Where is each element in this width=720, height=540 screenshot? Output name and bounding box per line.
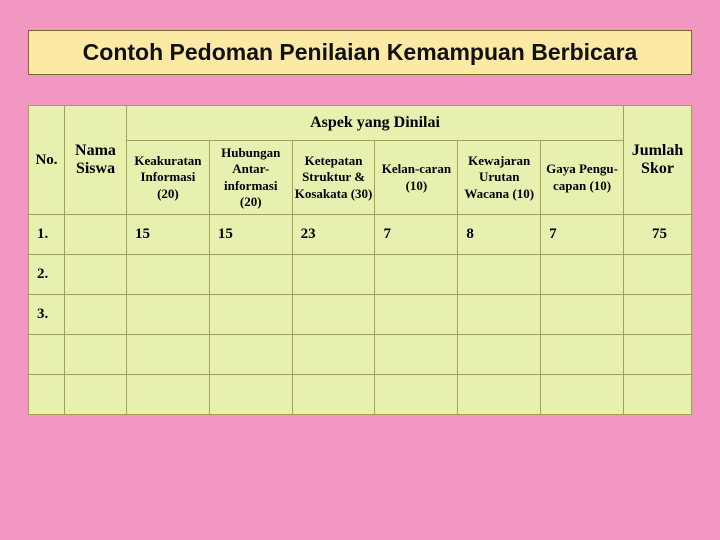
- table-row: [29, 375, 692, 415]
- aspek-col-0: Keakuratan Informasi (20): [127, 141, 210, 215]
- cell-score: [375, 335, 458, 375]
- cell-score: 8: [458, 215, 541, 255]
- cell-total: 75: [624, 215, 692, 255]
- cell-score: [209, 375, 292, 415]
- table-body: 1. 15 15 23 7 8 7 75 2. 3.: [29, 215, 692, 415]
- cell-score: [541, 335, 624, 375]
- aspek-col-3: Kelan-caran (10): [375, 141, 458, 215]
- header-no: No.: [29, 106, 65, 215]
- cell-no: 3.: [29, 295, 65, 335]
- cell-score: [209, 335, 292, 375]
- table-row: 1. 15 15 23 7 8 7 75: [29, 215, 692, 255]
- cell-total: [624, 295, 692, 335]
- cell-score: 7: [375, 215, 458, 255]
- cell-score: [209, 255, 292, 295]
- cell-score: [458, 375, 541, 415]
- page-title: Contoh Pedoman Penilaian Kemampuan Berbi…: [28, 30, 692, 75]
- cell-score: [375, 375, 458, 415]
- cell-score: [127, 295, 210, 335]
- cell-score: [541, 375, 624, 415]
- header-jumlah: JumlahSkor: [624, 106, 692, 215]
- cell-score: 15: [127, 215, 210, 255]
- cell-score: [458, 335, 541, 375]
- cell-nama: [65, 375, 127, 415]
- cell-score: 15: [209, 215, 292, 255]
- cell-nama: [65, 335, 127, 375]
- cell-score: [458, 295, 541, 335]
- cell-total: [624, 375, 692, 415]
- cell-total: [624, 255, 692, 295]
- cell-no: [29, 335, 65, 375]
- cell-score: [127, 255, 210, 295]
- cell-nama: [65, 215, 127, 255]
- cell-score: [292, 295, 375, 335]
- cell-no: 2.: [29, 255, 65, 295]
- aspek-col-1: Hubungan Antar-informasi (20): [209, 141, 292, 215]
- cell-no: 1.: [29, 215, 65, 255]
- cell-score: [292, 375, 375, 415]
- table-row: [29, 335, 692, 375]
- cell-score: [375, 295, 458, 335]
- cell-nama: [65, 295, 127, 335]
- cell-total: [624, 335, 692, 375]
- cell-score: [292, 255, 375, 295]
- cell-score: 23: [292, 215, 375, 255]
- cell-score: [541, 295, 624, 335]
- cell-score: [127, 335, 210, 375]
- cell-nama: [65, 255, 127, 295]
- cell-score: [541, 255, 624, 295]
- aspek-col-5: Gaya Pengu-capan (10): [541, 141, 624, 215]
- cell-score: [375, 255, 458, 295]
- cell-score: [127, 375, 210, 415]
- cell-score: [292, 335, 375, 375]
- table-row: 2.: [29, 255, 692, 295]
- header-nama: NamaSiswa: [65, 106, 127, 215]
- table-row: 3.: [29, 295, 692, 335]
- aspek-col-2: Ketepatan Struktur & Kosakata (30): [292, 141, 375, 215]
- cell-score: [458, 255, 541, 295]
- cell-score: 7: [541, 215, 624, 255]
- header-aspek: Aspek yang Dinilai: [127, 106, 624, 141]
- aspek-col-4: Kewajaran Urutan Wacana (10): [458, 141, 541, 215]
- scoring-table: No. NamaSiswa Aspek yang Dinilai JumlahS…: [28, 105, 692, 415]
- cell-score: [209, 295, 292, 335]
- cell-no: [29, 375, 65, 415]
